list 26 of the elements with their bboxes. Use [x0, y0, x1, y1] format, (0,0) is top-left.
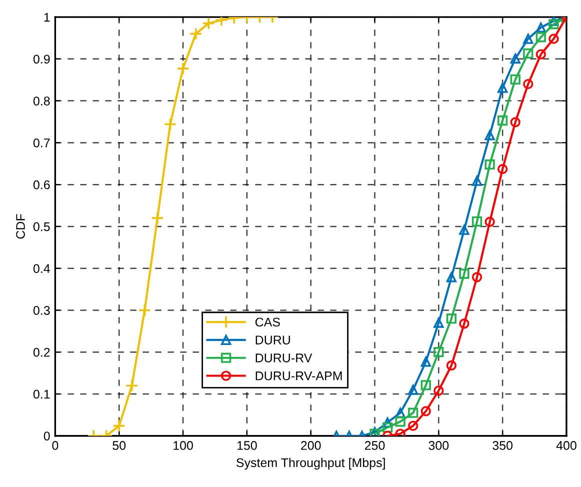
legend-label: DURU-RV-APM — [256, 372, 342, 380]
y-tick-label: 0.1 — [33, 390, 50, 399]
y-tick-label: 0.2 — [33, 348, 50, 357]
x-tick-label: 200 — [301, 441, 321, 450]
x-tick-label: 100 — [174, 441, 193, 450]
y-tick-label: 0.9 — [33, 54, 50, 64]
y-tick-label: 0.3 — [33, 306, 50, 315]
legend-label: DURU-RV — [256, 354, 312, 362]
x-tick-label: 150 — [237, 441, 257, 450]
x-tick-label: 350 — [492, 441, 513, 450]
x-tick-label: 400 — [556, 441, 576, 450]
y-tick-label: 0.5 — [33, 222, 50, 232]
y-axis-title: CDF — [16, 214, 25, 239]
y-tick-label: 0 — [44, 432, 50, 441]
legend-label: DURU — [256, 336, 290, 344]
x-tick-label: 250 — [364, 441, 385, 450]
y-tick-label: 1 — [44, 12, 50, 22]
x-tick-label: 300 — [428, 441, 449, 450]
x-axis-title: System Throughput [Mbps] — [236, 458, 385, 470]
y-tick-label: 0.7 — [33, 138, 50, 148]
legend-label: CAS — [255, 318, 280, 327]
x-tick-label: 0 — [52, 441, 58, 450]
y-tick-label: 0.4 — [33, 264, 50, 273]
y-tick-label: 0.6 — [33, 180, 50, 190]
y-tick-label: 0.8 — [33, 96, 50, 106]
x-tick-label: 50 — [112, 441, 126, 450]
